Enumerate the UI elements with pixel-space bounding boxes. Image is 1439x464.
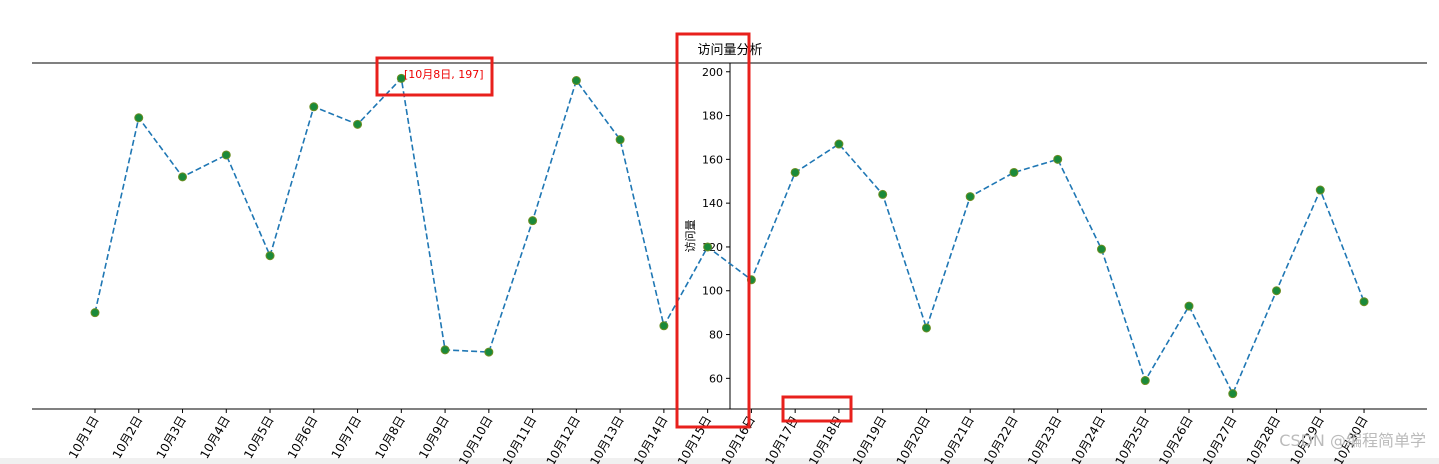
marker xyxy=(396,73,406,83)
marker xyxy=(1315,185,1325,195)
x-tick-label: 10月2日 xyxy=(110,414,146,462)
y-tick-label: 200 xyxy=(702,66,723,79)
x-tick-label: 10月5日 xyxy=(241,414,277,462)
x-tick-label: 10月12日 xyxy=(544,414,583,464)
x-tick-label: 10月21日 xyxy=(937,414,976,464)
line xyxy=(94,76,1365,396)
chart-title: 访问量分析 xyxy=(697,43,762,58)
marker xyxy=(90,308,100,318)
marker xyxy=(790,167,800,177)
marker xyxy=(484,347,494,357)
marker xyxy=(1272,286,1282,296)
x-tick-label: 10月15日 xyxy=(675,414,714,464)
marker xyxy=(703,242,713,252)
x-tick-label: 10月20日 xyxy=(894,414,933,464)
x-tick-label: 10月11日 xyxy=(500,414,539,464)
highlight-box xyxy=(375,56,494,97)
marker xyxy=(1053,154,1063,164)
marker xyxy=(659,321,669,331)
x-tick-label: 10月25日 xyxy=(1112,414,1151,464)
x-tick-label: 10月13日 xyxy=(587,414,626,464)
x-tick-label: 10月4日 xyxy=(197,414,233,462)
x-tick-label: 10月7日 xyxy=(329,414,365,462)
x-tick-label: 10月23日 xyxy=(1025,414,1064,464)
y-tick-label: 180 xyxy=(702,110,723,123)
marker xyxy=(1184,301,1194,311)
marker xyxy=(1140,376,1150,386)
x-tick-label: 10月3日 xyxy=(154,414,190,462)
marker xyxy=(309,102,319,112)
x-tick-label: 10月9日 xyxy=(416,414,452,462)
marker xyxy=(1359,297,1369,307)
highlight-box xyxy=(675,32,751,429)
x-tick-label: 10月24日 xyxy=(1069,414,1108,464)
x-tick-label: 10月27日 xyxy=(1200,414,1239,464)
watermark: CSDN @编程简单学 xyxy=(1279,431,1426,450)
annotation: [10月8日, 197] xyxy=(404,68,484,81)
marker xyxy=(265,251,275,261)
y-tick-label: 160 xyxy=(702,153,723,166)
marker xyxy=(921,323,931,333)
y-tick-label: 100 xyxy=(702,285,723,298)
marker xyxy=(1228,389,1238,399)
marker xyxy=(221,150,231,160)
x-tick-label: 10月26日 xyxy=(1156,414,1195,464)
marker xyxy=(965,192,975,202)
x-tick-label: 10月14日 xyxy=(631,414,670,464)
x-tick-label: 10月6日 xyxy=(285,414,321,462)
marker xyxy=(571,76,581,86)
marker xyxy=(353,119,363,129)
x-tick-label: 10月22日 xyxy=(981,414,1020,464)
x-tick-label: 10月10日 xyxy=(456,414,495,464)
bottom-strip xyxy=(0,458,1439,464)
marker xyxy=(1096,244,1106,254)
marker xyxy=(134,113,144,123)
y-tick-label: 140 xyxy=(702,197,723,210)
x-tick-label: 10月16日 xyxy=(719,414,758,464)
x-tick-label: 10月19日 xyxy=(850,414,889,464)
highlight-box xyxy=(781,395,853,423)
marker xyxy=(1009,167,1019,177)
x-tick-label: 10月1日 xyxy=(66,414,102,462)
y-tick-label: 60 xyxy=(709,372,723,385)
marker xyxy=(878,189,888,199)
marker xyxy=(615,135,625,145)
marker xyxy=(834,139,844,149)
y-axis-label: 访问量 xyxy=(684,220,697,253)
marker xyxy=(440,345,450,355)
marker xyxy=(178,172,188,182)
y-tick-label: 80 xyxy=(709,329,723,342)
x-tick-label: 10月8日 xyxy=(372,414,408,462)
x-tick-label: 10月28日 xyxy=(1244,414,1283,464)
marker xyxy=(528,216,538,226)
